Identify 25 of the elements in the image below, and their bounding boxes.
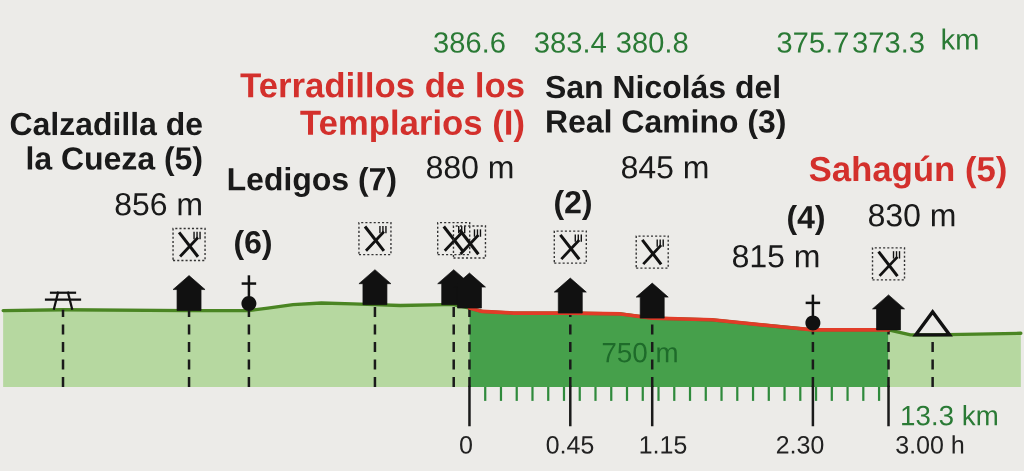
text: (6) (235, 230, 271, 260)
text: San Nicolás del Real Camino (3) (545, 74, 785, 140)
text: Ledigos (7) (228, 167, 396, 197)
text: 845 m (622, 155, 708, 179)
x-tick-label: 375.7 (777, 32, 848, 53)
text: (2) (555, 190, 591, 220)
x-tick-label: 383.4 (534, 32, 606, 53)
x-tick-label: 380.8 (616, 32, 688, 53)
x-axis-title: km (942, 28, 978, 50)
text: 13.3 km (902, 405, 997, 426)
text: 0 (460, 436, 472, 454)
text: 830 m (869, 203, 955, 227)
text: 1.15 (640, 436, 687, 454)
text: 856 m (115, 192, 201, 216)
text: Sahagún (5) (809, 155, 1006, 189)
text: 2.30 (776, 436, 824, 454)
text: Calzadilla de la Cueza (5) (10, 111, 202, 177)
text: 880 m (427, 155, 513, 179)
text: 0.45 (546, 436, 594, 454)
x-tick-label: 386.6 (434, 32, 505, 53)
text: Terradillos de los Templarios (I) (240, 72, 524, 142)
text: (4) (788, 205, 824, 235)
text: 3.00 h (896, 435, 964, 454)
text: 815 m (733, 244, 819, 268)
x-tick-label: 373.3 (853, 32, 924, 53)
